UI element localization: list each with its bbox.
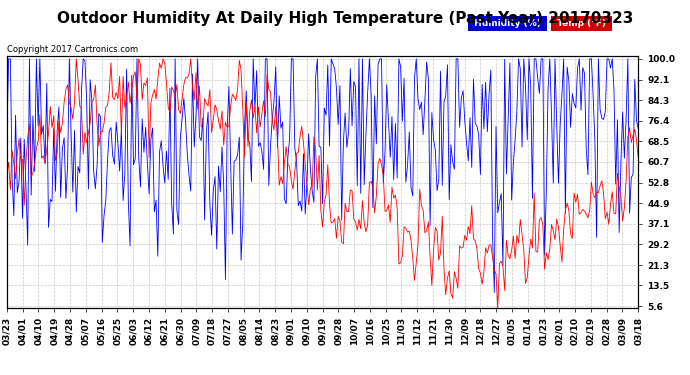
Text: Copyright 2017 Cartronics.com: Copyright 2017 Cartronics.com (7, 45, 138, 54)
Text: Temp (°F): Temp (°F) (554, 19, 609, 28)
Text: Outdoor Humidity At Daily High Temperature (Past Year) 20170323: Outdoor Humidity At Daily High Temperatu… (57, 11, 633, 26)
Text: Humidity (%): Humidity (%) (471, 19, 544, 28)
